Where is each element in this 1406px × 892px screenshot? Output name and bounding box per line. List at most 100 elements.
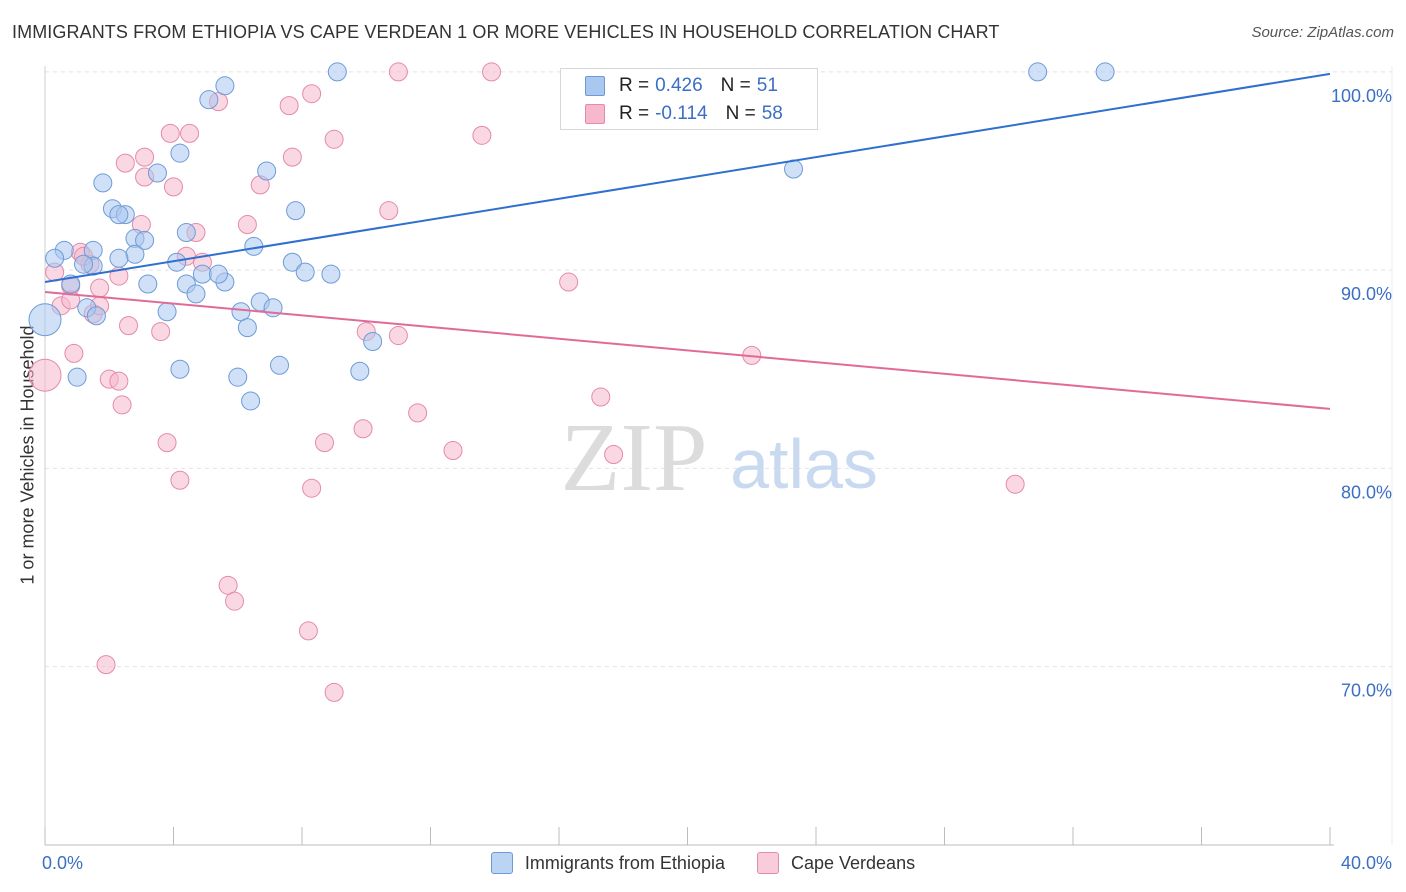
point-cape-verdeans (388, 326, 408, 346)
point-cape-verdeans (559, 272, 579, 292)
point-ethiopia (170, 143, 190, 163)
point-cape-verdeans (324, 129, 344, 149)
y-tick-label: 100.0% (1331, 86, 1392, 106)
stats-row-pink: R = -0.114 N = 58 (585, 101, 783, 127)
axes (44, 827, 1334, 846)
point-cape-verdeans (96, 655, 116, 675)
point-cape-verdeans (379, 201, 399, 221)
r-value-blue: 0.426 (655, 75, 703, 96)
point-cape-verdeans (157, 433, 177, 453)
y-tick-label: 80.0% (1341, 482, 1392, 502)
point-ethiopia (147, 163, 167, 183)
point-ethiopia (157, 302, 177, 322)
point-ethiopia (67, 367, 87, 387)
point-ethiopia (125, 244, 145, 264)
point-ethiopia (295, 262, 315, 282)
stats-box: R = 0.426 N = 51 R = -0.114 N = 58 (560, 68, 818, 130)
stats-swatch-blue (585, 76, 605, 96)
point-cape-verdeans (302, 84, 322, 104)
point-cape-verdeans (90, 278, 110, 298)
point-ethiopia (28, 303, 62, 337)
point-cape-verdeans (151, 322, 171, 342)
legend-label-ethiopia: Immigrants from Ethiopia (524, 852, 725, 873)
trend-line-ethiopia (44, 72, 1331, 284)
point-cape-verdeans (119, 316, 139, 336)
point-cape-verdeans (109, 371, 129, 391)
point-cape-verdeans (353, 419, 373, 439)
point-cape-verdeans (282, 147, 302, 167)
point-ethiopia (286, 201, 306, 221)
point-cape-verdeans (482, 62, 502, 82)
point-cape-verdeans (237, 215, 257, 235)
point-cape-verdeans (180, 123, 200, 143)
gridlines (44, 66, 1393, 845)
series-immigrants-from-ethiopia (28, 62, 1115, 411)
point-ethiopia (74, 254, 94, 274)
point-cape-verdeans (164, 177, 183, 197)
legend-item-ethiopia: Immigrants from Ethiopia (490, 852, 725, 874)
point-cape-verdeans (324, 682, 344, 702)
point-cape-verdeans (135, 147, 155, 167)
point-cape-verdeans (388, 62, 408, 82)
point-cape-verdeans (604, 444, 624, 464)
y-tick-label: 70.0% (1341, 681, 1392, 701)
point-cape-verdeans (115, 153, 135, 173)
point-ethiopia (270, 355, 290, 375)
stats-swatch-pink (585, 104, 605, 124)
trend-line-cape-verdeans (44, 290, 1331, 410)
watermark-zip: ZIP (561, 404, 708, 512)
point-ethiopia (228, 367, 248, 387)
point-cape-verdeans (64, 343, 84, 363)
point-cape-verdeans (302, 478, 322, 498)
point-ethiopia (186, 284, 206, 304)
r-label: R = (619, 103, 650, 124)
point-ethiopia (363, 332, 383, 352)
point-ethiopia (208, 264, 228, 284)
x-tick-label-max: 40.0% (1341, 853, 1392, 873)
point-ethiopia (237, 318, 257, 338)
series-cape-verdeans (28, 62, 1025, 702)
point-cape-verdeans (170, 470, 190, 490)
n-label: N = (720, 75, 751, 96)
point-ethiopia (327, 62, 347, 82)
trend-lines (44, 72, 1331, 410)
legend-label-cape-verdeans: Cape Verdeans (790, 852, 916, 873)
point-cape-verdeans (1005, 474, 1025, 494)
r-label: R = (619, 75, 650, 96)
point-cape-verdeans (298, 621, 318, 641)
point-ethiopia (231, 302, 251, 322)
point-ethiopia (109, 205, 129, 225)
point-ethiopia (138, 274, 158, 294)
legend: Immigrants from Ethiopia Cape Verdeans (0, 852, 1406, 874)
point-ethiopia (93, 173, 113, 193)
point-ethiopia (135, 230, 155, 250)
point-cape-verdeans (112, 395, 132, 415)
point-ethiopia (1095, 62, 1115, 82)
point-cape-verdeans (160, 123, 180, 143)
point-ethiopia (45, 248, 65, 268)
point-cape-verdeans (472, 125, 492, 145)
watermark: ZIP atlas (561, 404, 878, 512)
point-ethiopia (215, 76, 235, 96)
point-ethiopia (86, 306, 106, 326)
legend-swatch-pink (756, 852, 779, 874)
point-ethiopia (176, 222, 196, 242)
x-tick-label-min: 0.0% (42, 853, 83, 873)
point-cape-verdeans (314, 433, 334, 453)
point-cape-verdeans (28, 358, 62, 392)
point-ethiopia (109, 248, 129, 268)
tick-labels: 100.0% 90.0% 80.0% 70.0% 0.0% 40.0% (42, 86, 1392, 873)
point-ethiopia (282, 252, 302, 272)
point-cape-verdeans (279, 96, 299, 116)
point-ethiopia (1028, 62, 1048, 82)
n-value-blue: 51 (756, 75, 778, 96)
point-cape-verdeans (591, 387, 611, 407)
point-cape-verdeans (408, 403, 428, 423)
n-label: N = (725, 103, 756, 124)
point-ethiopia (350, 361, 370, 381)
source-label: Source: ZipAtlas.com (1251, 24, 1394, 41)
chart-title: IMMIGRANTS FROM ETHIOPIA VS CAPE VERDEAN… (12, 22, 1000, 42)
legend-item-cape-verdeans: Cape Verdeans (756, 852, 916, 874)
point-cape-verdeans (443, 441, 463, 461)
